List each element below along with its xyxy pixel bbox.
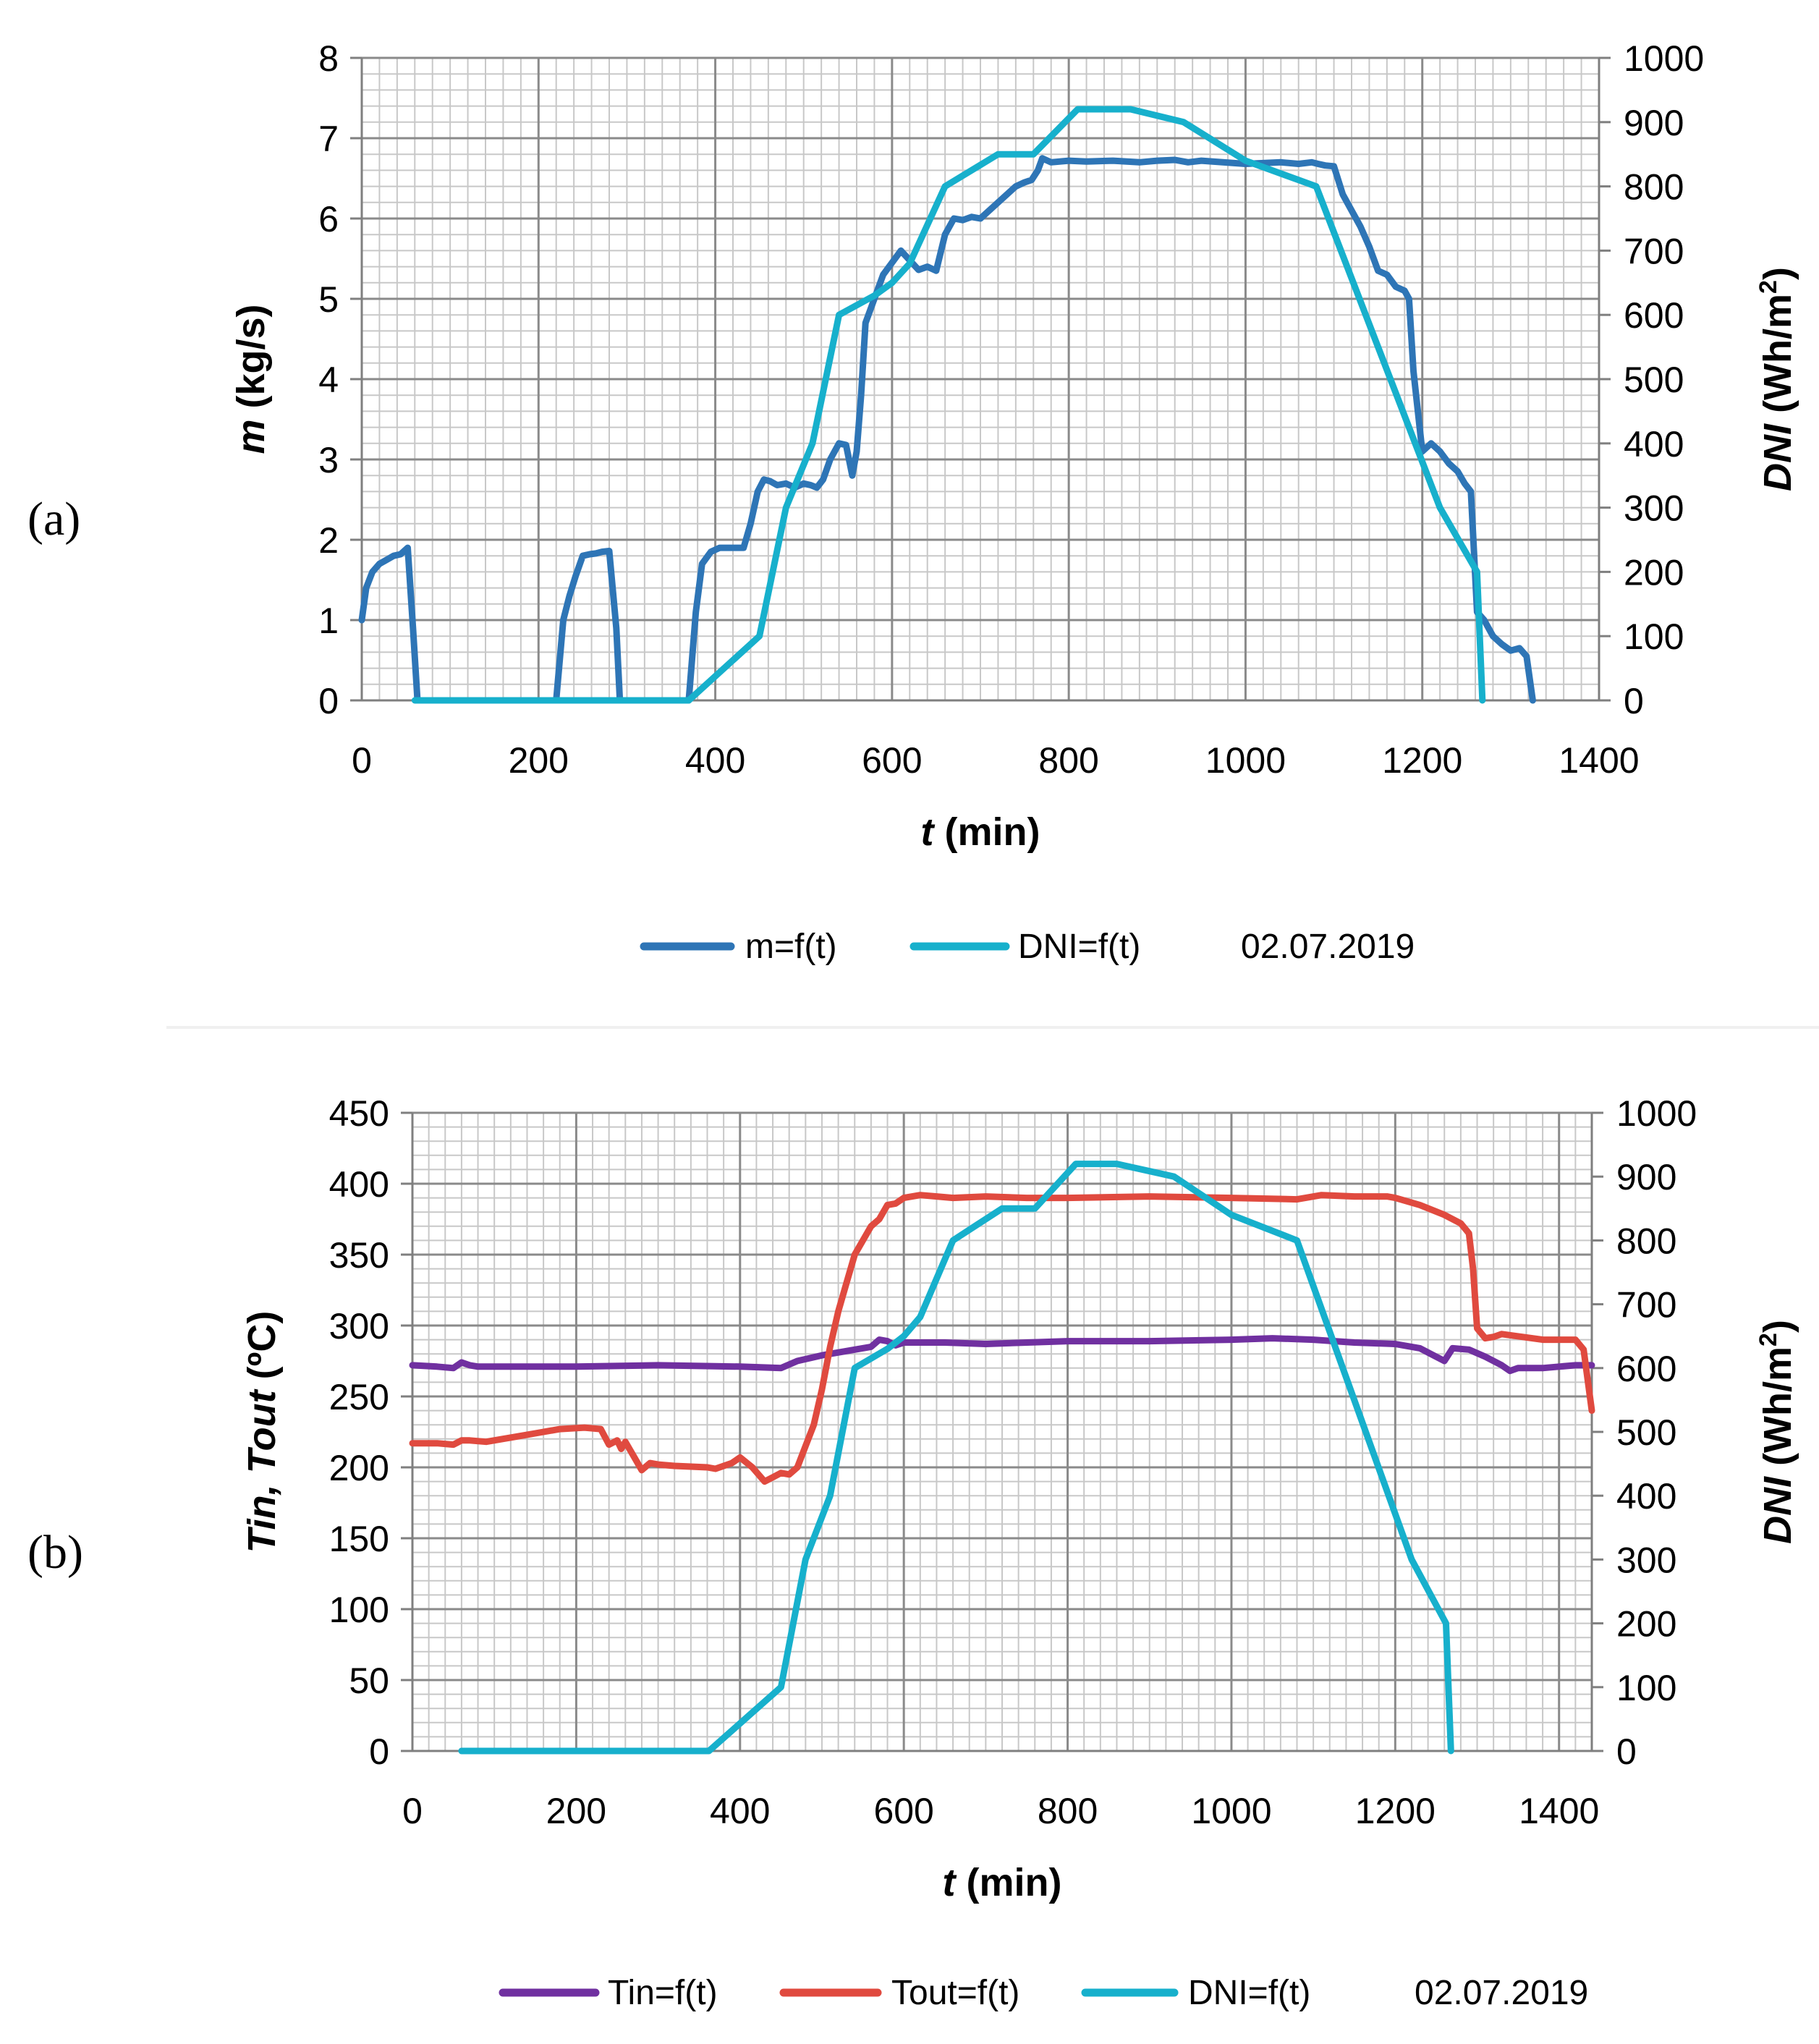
chart-b-y-right-tick-label: 600	[1616, 1349, 1676, 1389]
chart-a-group	[350, 56, 1611, 951]
chart-a-legend-date: 02.07.2019	[1241, 928, 1415, 966]
chart-a-y-left-title-var: m	[229, 420, 273, 454]
chart-a-x-tick-label: 1000	[1205, 740, 1286, 781]
chart-a-x-axis-title-var: t	[921, 810, 936, 854]
chart-a-y-left-tick-label: 2	[318, 520, 339, 561]
chart-b-x-axis-title-unit: (min)	[956, 1861, 1062, 1904]
chart-a-y-right-title-sup: 2	[1755, 280, 1782, 294]
chart-b-y-left-tick-label: 300	[329, 1306, 389, 1347]
chart-a-y-left-tick-label: 5	[318, 279, 339, 320]
chart-b-y-right-tick-label: 800	[1616, 1221, 1676, 1261]
chart-a-y-left-tick-label: 7	[318, 119, 339, 159]
chart-a-x-tick-label: 600	[862, 740, 922, 781]
chart-b-series-tin-line	[409, 1335, 1595, 1375]
chart-a-x-axis-title: t (min)	[921, 810, 1040, 854]
chart-b-y-left-tick-label: 250	[329, 1377, 389, 1417]
chart-a-y-left-tick-label: 1	[318, 601, 339, 641]
chart-a-y-right-tick-label: 800	[1624, 167, 1684, 208]
chart-b-x-tick-label: 200	[546, 1791, 606, 1831]
chart-b-y-left-tick-label: 450	[329, 1093, 389, 1134]
chart-b-y-right-tick-label: 400	[1616, 1476, 1676, 1517]
chart-b-y-left-tick-label: 0	[369, 1731, 389, 1772]
chart-a-series-dni-line	[411, 106, 1486, 704]
chart-a-y-right-tick-label: 400	[1624, 424, 1684, 465]
chart-b-y-left-tick-label: 150	[329, 1519, 389, 1559]
chart-b-y-left-title-unit: (ºC)	[240, 1311, 284, 1391]
chart-b-x-tick-label: 800	[1038, 1791, 1098, 1831]
chart-a-legend-label-m: m=f(t)	[745, 928, 837, 966]
chart-b-series-dni-line	[458, 1161, 1454, 1755]
chart-b-x-axis-title: t (min)	[943, 1861, 1062, 1904]
chart-b-y-right-tick-label: 900	[1616, 1157, 1676, 1197]
chart-b-y-right-title-sup: 2	[1755, 1333, 1782, 1347]
chart-a-y-left-tick-label: 4	[318, 360, 339, 400]
chart-a-y-right-tick-label: 1000	[1624, 38, 1704, 79]
chart-b-x-tick-label: 1200	[1355, 1791, 1436, 1831]
chart-a-legend-label-dni: DNI=f(t)	[1018, 928, 1140, 966]
chart-b-y-right-title: DNI (Wh/m2)	[1755, 1320, 1799, 1544]
chart-a-y-left-title-unit: (kg/s)	[229, 304, 273, 419]
chart-b-x-tick-label: 600	[873, 1791, 933, 1831]
chart-b-y-left-title: Tin, Tout (ºC)	[240, 1311, 284, 1553]
chart-a-y-right-tick-label: 300	[1624, 488, 1684, 529]
chart-a-y-right-tick-label: 0	[1624, 681, 1644, 721]
chart-b-y-right-tick-label: 300	[1616, 1540, 1676, 1580]
chart-a-y-right-tick-label: 200	[1624, 552, 1684, 593]
chart-b-y-left-tick-label: 400	[329, 1164, 389, 1205]
chart-a-x-tick-label: 400	[685, 740, 745, 781]
chart-a-y-right-tick-label: 900	[1624, 103, 1684, 143]
chart-b-y-right-tick-label: 700	[1616, 1285, 1676, 1326]
chart-b-y-right-tick-label: 100	[1616, 1668, 1676, 1708]
chart-b-x-tick-label: 1400	[1519, 1791, 1599, 1831]
chart-a-x-tick-label: 0	[352, 740, 372, 781]
chart-a-y-right-title: DNI (Wh/m2)	[1755, 267, 1799, 491]
panel-label-a: (a)	[27, 493, 81, 546]
chart-b-legend-label-tin: Tin=f(t)	[608, 1974, 718, 2012]
chart-b-y-left-tick-label: 50	[349, 1661, 389, 1701]
chart-b-y-right-title-unit: (Wh/m	[1756, 1347, 1799, 1477]
chart-b-legend-label-tout: Tout=f(t)	[891, 1974, 1019, 2012]
chart-b-y-left-tick-label: 100	[329, 1590, 389, 1630]
chart-b-y-right-title-var: DNI	[1756, 1476, 1799, 1544]
chart-a-y-right-title-var: DNI	[1756, 423, 1799, 491]
chart-b-legend-date: 02.07.2019	[1415, 1974, 1588, 2012]
chart-a-x-tick-label: 200	[509, 740, 569, 781]
chart-b-series-tout-line	[409, 1192, 1595, 1485]
chart-a-y-left-title: m (kg/s)	[229, 304, 273, 454]
chart-a-y-right-tick-label: 500	[1624, 360, 1684, 400]
chart-b-y-right-tick-label: 0	[1616, 1731, 1637, 1772]
chart-a-y-left-tick-label: 8	[318, 38, 339, 79]
chart-a-y-left-tick-label: 6	[318, 199, 339, 239]
chart-b-legend-label-dni: DNI=f(t)	[1188, 1974, 1310, 2012]
chart-a-x-tick-label: 1200	[1382, 740, 1462, 781]
chart-b-x-axis-title-var: t	[943, 1861, 957, 1904]
chart-b-group	[401, 1111, 1603, 1997]
chart-a-y-right-tick-label: 100	[1624, 616, 1684, 657]
chart-a-x-axis-title-unit: (min)	[934, 810, 1040, 854]
chart-a-series-m-line	[358, 155, 1536, 704]
chart-b-y-right-tick-label: 200	[1616, 1604, 1676, 1645]
chart-a-x-tick-label: 800	[1038, 740, 1098, 781]
chart-b-y-left-title-var: Tin, Tout	[240, 1388, 284, 1553]
chart-a-y-right-tick-label: 700	[1624, 231, 1684, 271]
chart-a-y-left-tick-label: 0	[318, 681, 339, 721]
chart-b-x-tick-label: 1000	[1191, 1791, 1271, 1831]
chart-b-y-left-tick-label: 350	[329, 1235, 389, 1276]
chart-b-x-tick-label: 400	[710, 1791, 770, 1831]
chart-b-y-right-tick-label: 1000	[1616, 1093, 1697, 1134]
chart-b-y-right-tick-label: 500	[1616, 1412, 1676, 1453]
chart-a-y-right-title-unit: (Wh/m	[1756, 294, 1799, 424]
chart-b-y-left-tick-label: 200	[329, 1448, 389, 1488]
chart-b-y-right-title-close: )	[1756, 1320, 1799, 1333]
chart-a-x-tick-label: 1400	[1559, 740, 1639, 781]
chart-a-y-right-tick-label: 600	[1624, 295, 1684, 336]
chart-b-x-tick-label: 0	[402, 1791, 423, 1831]
chart-a-y-right-title-close: )	[1756, 267, 1799, 280]
panel-label-b: (b)	[27, 1526, 83, 1579]
chart-a-y-left-tick-label: 3	[318, 440, 339, 480]
